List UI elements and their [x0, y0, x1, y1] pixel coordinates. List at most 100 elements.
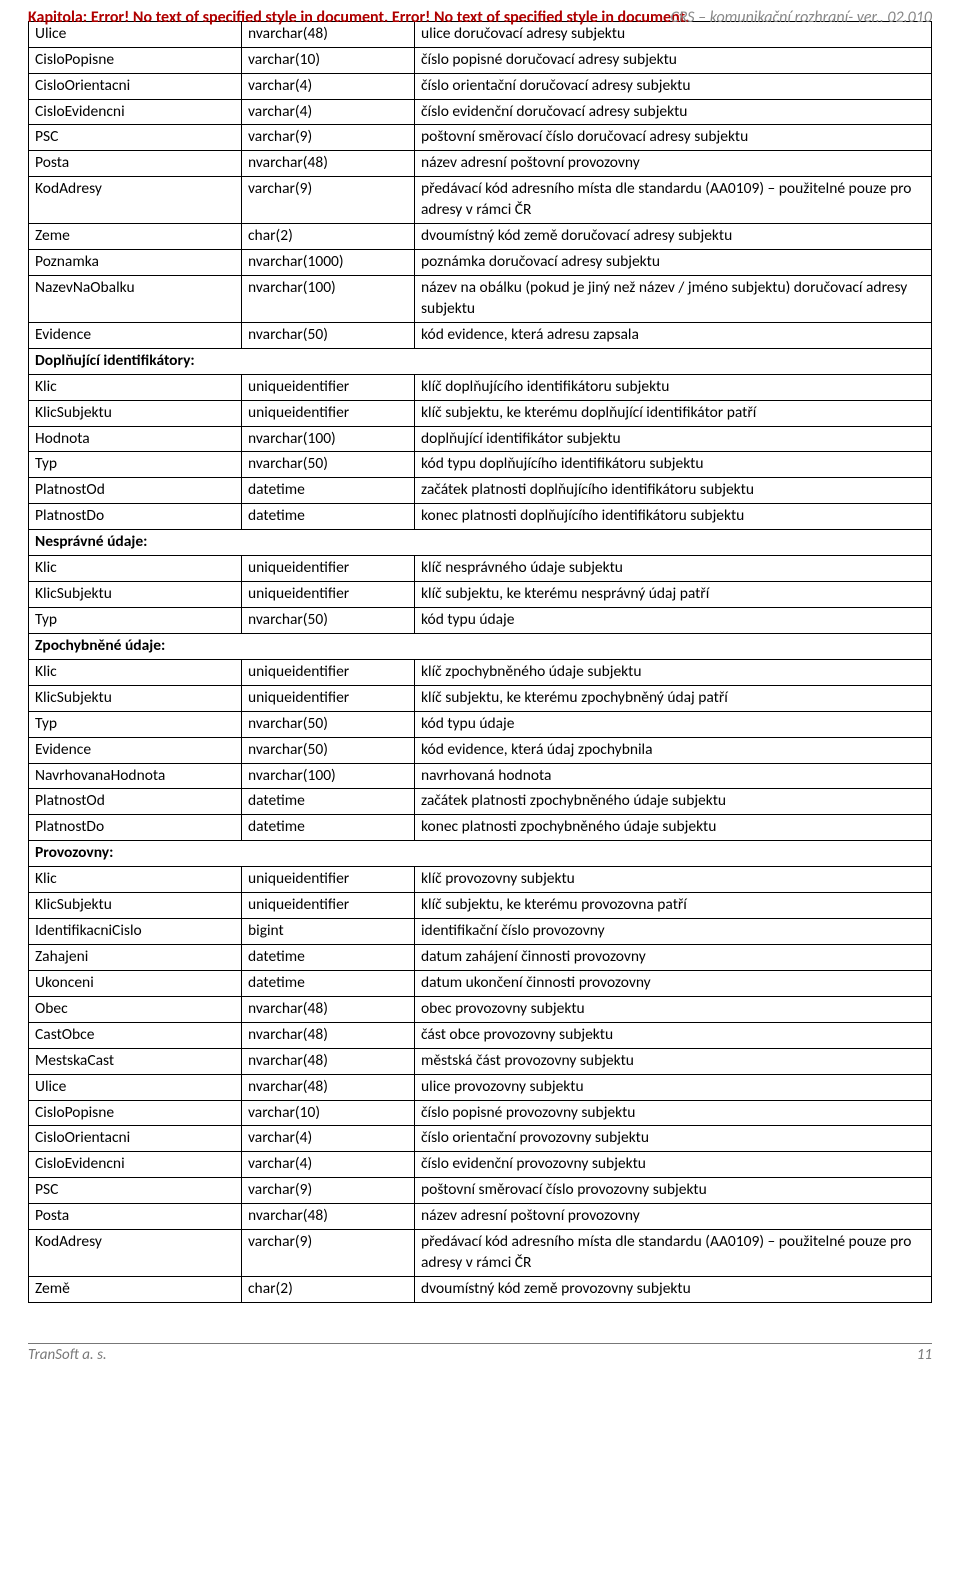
table-row: Doplňující identifikátory: — [29, 348, 932, 374]
field-type: nvarchar(50) — [242, 711, 415, 737]
field-type: uniqueidentifier — [242, 400, 415, 426]
field-desc: městská část provozovny subjektu — [415, 1048, 932, 1074]
header-error-text: Error! No text of specified style in doc… — [91, 8, 690, 27]
field-type: nvarchar(50) — [242, 322, 415, 348]
table-row: PlatnostDodatetimekonec platnosti zpochy… — [29, 815, 932, 841]
field-type: uniqueidentifier — [242, 893, 415, 919]
field-type: nvarchar(50) — [242, 452, 415, 478]
table-row: PSCvarchar(9)poštovní směrovací číslo do… — [29, 125, 932, 151]
table-row: Postanvarchar(48)název adresní poštovní … — [29, 1204, 932, 1230]
table-row: Typnvarchar(50)kód typu doplňujícího ide… — [29, 452, 932, 478]
field-type: varchar(10) — [242, 47, 415, 73]
field-type: varchar(9) — [242, 177, 415, 224]
field-type: varchar(4) — [242, 99, 415, 125]
field-type: uniqueidentifier — [242, 556, 415, 582]
field-name: PSC — [29, 1178, 242, 1204]
field-type: nvarchar(48) — [242, 1048, 415, 1074]
field-type: datetime — [242, 478, 415, 504]
table-row: Nesprávné údaje: — [29, 530, 932, 556]
field-desc: číslo evidenční doručovací adresy subjek… — [415, 99, 932, 125]
field-desc: klíč zpochybněného údaje subjektu — [415, 659, 932, 685]
table-row: Postanvarchar(48)název adresní poštovní … — [29, 151, 932, 177]
field-desc: doplňující identifikátor subjektu — [415, 426, 932, 452]
field-desc: dvoumístný kód země doručovací adresy su… — [415, 224, 932, 250]
field-desc: číslo evidenční provozovny subjektu — [415, 1152, 932, 1178]
field-desc: číslo orientační doručovací adresy subje… — [415, 73, 932, 99]
table-row: CisloOrientacnivarchar(4)číslo orientačn… — [29, 73, 932, 99]
field-name: Klic — [29, 659, 242, 685]
table-row: PlatnostOddatetimezačátek platnosti zpoc… — [29, 789, 932, 815]
table-row: Ukoncenidatetimedatum ukončení činnosti … — [29, 970, 932, 996]
field-name: KlicSubjektu — [29, 893, 242, 919]
field-name: Zahajeni — [29, 944, 242, 970]
field-name: Posta — [29, 1204, 242, 1230]
field-name: CisloPopisne — [29, 47, 242, 73]
field-desc: dvoumístný kód země provozovny subjektu — [415, 1276, 932, 1302]
field-name: NazevNaObalku — [29, 276, 242, 323]
table-row: CisloEvidencnivarchar(4)číslo evidenční … — [29, 99, 932, 125]
field-desc: konec platnosti zpochybněného údaje subj… — [415, 815, 932, 841]
field-type: char(2) — [242, 1276, 415, 1302]
field-name: KodAdresy — [29, 177, 242, 224]
field-desc: kód evidence, která adresu zapsala — [415, 322, 932, 348]
field-desc: kód typu doplňujícího identifikátoru sub… — [415, 452, 932, 478]
field-desc: číslo orientační provozovny subjektu — [415, 1126, 932, 1152]
table-row: Klicuniqueidentifierklíč doplňujícího id… — [29, 374, 932, 400]
field-name: Klic — [29, 556, 242, 582]
field-type: bigint — [242, 919, 415, 945]
field-type: datetime — [242, 970, 415, 996]
field-name: CisloOrientacni — [29, 1126, 242, 1152]
field-type: nvarchar(48) — [242, 151, 415, 177]
field-desc: název adresní poštovní provozovny — [415, 151, 932, 177]
field-desc: předávací kód adresního místa dle standa… — [415, 1230, 932, 1277]
field-name: Typ — [29, 608, 242, 634]
table-row: PlatnostOddatetimezačátek platnosti dopl… — [29, 478, 932, 504]
table-row: KodAdresyvarchar(9)předávací kód adresní… — [29, 177, 932, 224]
table-row: Ulicenvarchar(48)ulice provozovny subjek… — [29, 1074, 932, 1100]
footer-page-number: 11 — [917, 1346, 932, 1364]
table-row: CisloOrientacnivarchar(4)číslo orientačn… — [29, 1126, 932, 1152]
table-row: Poznamkanvarchar(1000)poznámka doručovac… — [29, 250, 932, 276]
table-row: Evidencenvarchar(50)kód evidence, která … — [29, 737, 932, 763]
field-name: PlatnostDo — [29, 504, 242, 530]
table-row: Zeměchar(2)dvoumístný kód země provozovn… — [29, 1276, 932, 1302]
table-row: KlicSubjektuuniqueidentifierklíč subjekt… — [29, 400, 932, 426]
field-desc: kód evidence, která údaj zpochybnila — [415, 737, 932, 763]
table-row: PlatnostDodatetimekonec platnosti doplňu… — [29, 504, 932, 530]
field-type: uniqueidentifier — [242, 374, 415, 400]
field-name: Zeme — [29, 224, 242, 250]
field-desc: navrhovaná hodnota — [415, 763, 932, 789]
field-name: Obec — [29, 996, 242, 1022]
field-type: nvarchar(48) — [242, 1204, 415, 1230]
field-type: uniqueidentifier — [242, 659, 415, 685]
field-name: MestskaCast — [29, 1048, 242, 1074]
field-name: PSC — [29, 125, 242, 151]
field-name: KlicSubjektu — [29, 400, 242, 426]
field-name: PlatnostOd — [29, 478, 242, 504]
header-right: CRS – komunikační rozhraní- ver.. 02.010 — [670, 8, 932, 29]
field-type: uniqueidentifier — [242, 685, 415, 711]
page: Kapitola: Error! No text of specified st… — [0, 0, 960, 1384]
kapitola-label: Kapitola: — [28, 8, 87, 27]
field-name: Klic — [29, 374, 242, 400]
table-row: Klicuniqueidentifierklíč zpochybněného ú… — [29, 659, 932, 685]
field-type: nvarchar(48) — [242, 996, 415, 1022]
field-desc: identifikační číslo provozovny — [415, 919, 932, 945]
field-name: Ulice — [29, 1074, 242, 1100]
table-row: IdentifikacniCislobigintidentifikační čí… — [29, 919, 932, 945]
field-name: Země — [29, 1276, 242, 1302]
field-desc: klíč subjektu, ke kterému doplňující ide… — [415, 400, 932, 426]
table-row: Typnvarchar(50)kód typu údaje — [29, 711, 932, 737]
table-row: CisloPopisnevarchar(10)číslo popisné dor… — [29, 47, 932, 73]
field-desc: poznámka doručovací adresy subjektu — [415, 250, 932, 276]
data-table: Ulicenvarchar(48)ulice doručovací adresy… — [28, 21, 932, 1303]
field-desc: název na obálku (pokud je jiný než název… — [415, 276, 932, 323]
field-desc: předávací kód adresního místa dle standa… — [415, 177, 932, 224]
section-header: Zpochybněné údaje: — [29, 633, 932, 659]
table-row: Provozovny: — [29, 841, 932, 867]
table-row: KlicSubjektuuniqueidentifierklíč subjekt… — [29, 685, 932, 711]
field-type: nvarchar(48) — [242, 1074, 415, 1100]
page-footer: TranSoft a. s. 11 — [28, 1343, 932, 1364]
field-desc: klíč subjektu, ke kterému provozovna pat… — [415, 893, 932, 919]
field-desc: obec provozovny subjektu — [415, 996, 932, 1022]
